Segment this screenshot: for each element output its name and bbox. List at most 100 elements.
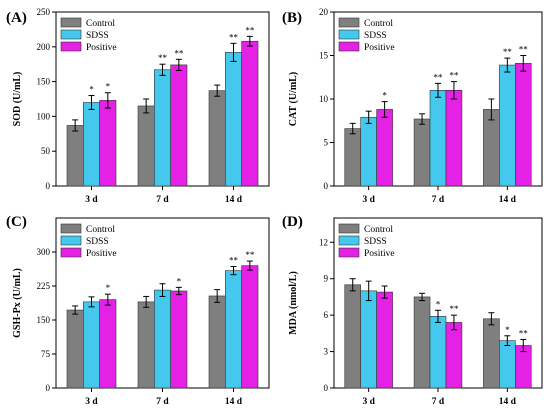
chart-panel-2: (B) 0 5 10 15 20 CAT (U/mL) 3 d * 7 d ** ** 14 d ** **…	[282, 7, 543, 205]
significance-label: **	[503, 47, 513, 57]
legend-swatch	[338, 17, 360, 28]
significance-label: *	[106, 82, 111, 92]
x-tick-label: 14 d	[225, 195, 243, 205]
y-tick-label: 150	[37, 77, 51, 87]
y-axis-label: MDA (nmol/L)	[288, 271, 299, 335]
bar	[499, 340, 516, 389]
significance-label: *	[382, 91, 387, 101]
significance-label: *	[505, 325, 510, 335]
bar	[66, 125, 84, 187]
legend-label: Control	[364, 225, 393, 235]
x-tick-label: 14 d	[225, 397, 243, 407]
x-tick-label: 3 d	[362, 397, 375, 407]
x-tick-label: 14 d	[499, 397, 517, 407]
x-tick-label: 7 d	[156, 195, 169, 205]
significance-label: *	[89, 85, 94, 95]
y-tick-label: 10	[319, 94, 329, 104]
significance-label: **	[158, 53, 168, 63]
bar	[344, 128, 361, 187]
y-tick-label: 75	[41, 349, 51, 359]
legend-swatch	[60, 41, 82, 52]
y-tick-label: 15	[319, 51, 329, 61]
bar	[170, 290, 188, 389]
legend-label: SDSS	[364, 237, 387, 247]
legend-swatch	[338, 29, 360, 40]
y-tick-label: 0	[46, 383, 51, 393]
legend-label: Positive	[86, 249, 117, 259]
chart-panel-3: (C) 0 75 150 225 300 GSH-Px (U/mL) 3 d * 7 d * 14 d…	[6, 214, 270, 407]
y-axis-label: CAT (U/mL)	[288, 72, 299, 126]
y-tick-label: 9	[324, 274, 329, 284]
significance-label: **	[174, 48, 184, 58]
bar	[413, 118, 431, 187]
legend-label: Control	[364, 19, 393, 29]
bar	[170, 64, 188, 187]
x-tick-label: 14 d	[499, 195, 517, 205]
legend-swatch	[60, 29, 82, 40]
legend-label: Positive	[364, 43, 395, 53]
legend-label: Positive	[364, 249, 395, 259]
x-tick-label: 3 d	[85, 195, 98, 205]
bar	[429, 316, 447, 389]
bar	[499, 64, 516, 187]
legend-swatch	[60, 223, 82, 234]
y-tick-label: 100	[37, 111, 51, 121]
bar	[241, 40, 259, 187]
bar	[66, 309, 84, 389]
significance-label: *	[436, 299, 441, 309]
y-tick-label: 0	[324, 383, 329, 393]
bar	[360, 290, 377, 389]
bar	[225, 52, 242, 187]
y-tick-label: 200	[37, 42, 51, 52]
x-tick-label: 7 d	[156, 397, 169, 407]
legend-swatch	[338, 223, 360, 234]
y-tick-label: 12	[319, 237, 328, 247]
y-axis-label: SOD (U/mL)	[12, 72, 23, 127]
legend-swatch	[60, 17, 82, 28]
legend-label: Positive	[86, 43, 117, 53]
significance-label: **	[245, 25, 255, 35]
y-tick-label: 250	[37, 7, 51, 17]
y-tick-label: 300	[37, 247, 51, 257]
x-tick-label: 3 d	[362, 195, 375, 205]
significance-label: **	[449, 71, 459, 81]
legend-swatch	[60, 235, 82, 246]
bar	[241, 265, 259, 389]
bar	[360, 116, 377, 187]
bar	[445, 322, 463, 389]
x-tick-label: 3 d	[85, 397, 98, 407]
panel-label: (C)	[6, 214, 27, 230]
bar	[99, 100, 117, 187]
y-tick-label: 0	[46, 181, 51, 191]
bar	[429, 90, 447, 187]
significance-label: **	[519, 328, 529, 338]
bar	[445, 90, 463, 187]
significance-label: **	[245, 250, 255, 260]
legend-label: SDSS	[86, 31, 109, 41]
bar	[208, 295, 226, 389]
bar	[208, 90, 226, 187]
x-tick-label: 7 d	[432, 195, 445, 205]
bar	[483, 318, 500, 389]
y-tick-label: 150	[37, 315, 51, 325]
significance-label: *	[177, 276, 182, 286]
bar	[137, 105, 155, 187]
bar	[225, 270, 242, 389]
significance-label: **	[434, 72, 444, 82]
bar	[154, 289, 171, 389]
legend-swatch	[338, 41, 360, 52]
y-tick-label: 225	[37, 281, 51, 291]
panel-label: (B)	[282, 10, 302, 26]
legend-label: Control	[86, 19, 115, 29]
significance-label: *	[106, 283, 111, 293]
significance-label: **	[229, 32, 239, 42]
bar	[83, 301, 100, 389]
significance-label: **	[229, 256, 239, 266]
y-tick-label: 5	[324, 138, 329, 148]
legend-swatch	[60, 247, 82, 258]
bar	[99, 299, 117, 389]
legend-swatch	[338, 247, 360, 258]
legend-swatch	[338, 235, 360, 246]
